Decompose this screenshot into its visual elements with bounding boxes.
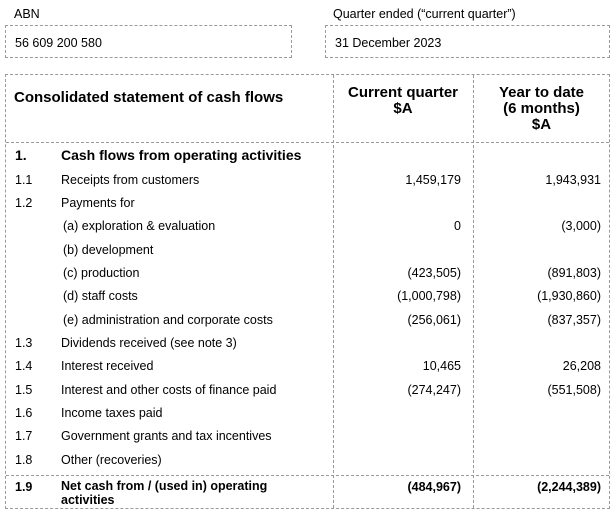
current-quarter-value: (256,061) xyxy=(407,313,461,327)
table-row: (d) staff costs (1,000,798) (1,930,860) xyxy=(6,286,609,306)
table-row: (b) development xyxy=(6,240,609,260)
row-label: (e) administration and corporate costs xyxy=(63,313,273,327)
column-divider xyxy=(473,75,474,508)
table-row: 1.1 Receipts from customers 1,459,179 1,… xyxy=(6,170,609,190)
quarter-label: Quarter ended (“current quarter”) xyxy=(333,7,516,21)
total-label-line2: activities xyxy=(61,493,115,507)
table-row: 1.5 Interest and other costs of finance … xyxy=(6,380,609,400)
year-to-date-value: (551,508) xyxy=(547,383,601,397)
ytd-header-line2: (6 months) xyxy=(503,100,580,117)
row-label: (d) staff costs xyxy=(63,289,138,303)
total-row-label: Net cash from / (used in) operating acti… xyxy=(61,479,267,507)
current-quarter-value: (1,000,798) xyxy=(397,289,461,303)
section-heading-row: 1. Cash flows from operating activities xyxy=(6,146,609,166)
year-to-date-value: (837,357) xyxy=(547,313,601,327)
current-quarter-header-line1: Current quarter xyxy=(347,84,459,101)
abn-field: 56 609 200 580 xyxy=(5,25,292,58)
row-number: 1.1 xyxy=(15,173,33,187)
year-to-date-header: Year to date (6 months) $A xyxy=(473,85,610,133)
row-label: Receipts from customers xyxy=(61,173,200,187)
current-quarter-header: Current quarter $A xyxy=(333,85,473,117)
row-label: Interest received xyxy=(61,359,154,373)
total-label-line1: Net cash from / (used in) operating xyxy=(61,479,268,493)
table-row: 1.3 Dividends received (see note 3) xyxy=(6,333,609,353)
table-row: 1.7 Government grants and tax incentives xyxy=(6,426,609,446)
abn-value: 56 609 200 580 xyxy=(15,36,102,50)
column-divider xyxy=(333,75,334,508)
row-label: Income taxes paid xyxy=(61,406,163,420)
row-number: 1.3 xyxy=(15,336,33,350)
total-row: 1.9 Net cash from / (used in) operating … xyxy=(6,477,609,507)
section-number: 1. xyxy=(15,147,27,163)
table-row: (c) production (423,505) (891,803) xyxy=(6,263,609,283)
year-to-date-value: (1,930,860) xyxy=(537,289,601,303)
ytd-header-line3: $A xyxy=(531,116,552,133)
row-label: (c) production xyxy=(63,266,140,280)
cash-flow-table: Consolidated statement of cash flows Cur… xyxy=(5,74,610,509)
current-quarter-value: 0 xyxy=(454,219,461,233)
ytd-header-line1: Year to date xyxy=(498,84,585,101)
row-number: 1.5 xyxy=(15,383,33,397)
table-row: 1.2 Payments for xyxy=(6,193,609,213)
year-to-date-value: 1,943,931 xyxy=(545,173,601,187)
row-label: Other (recoveries) xyxy=(61,453,162,467)
current-quarter-value: (274,247) xyxy=(407,383,461,397)
row-label: Government grants and tax incentives xyxy=(61,429,272,443)
table-row: (a) exploration & evaluation 0 (3,000) xyxy=(6,216,609,236)
row-number: 1.6 xyxy=(15,406,33,420)
current-quarter-value: 10,465 xyxy=(422,359,461,373)
row-label: Interest and other costs of finance paid xyxy=(61,383,277,397)
table-row: 1.4 Interest received 10,465 26,208 xyxy=(6,356,609,376)
total-current-quarter-value: (484,967) xyxy=(407,480,461,494)
year-to-date-value: 26,208 xyxy=(562,359,601,373)
table-row: 1.8 Other (recoveries) xyxy=(6,450,609,470)
current-quarter-value: 1,459,179 xyxy=(405,173,461,187)
section-label: Cash flows from operating activities xyxy=(61,147,302,163)
total-row-number: 1.9 xyxy=(15,480,33,494)
table-title: Consolidated statement of cash flows xyxy=(14,89,284,106)
row-number: 1.8 xyxy=(15,453,33,467)
row-label: (b) development xyxy=(63,243,154,257)
table-row: 1.6 Income taxes paid xyxy=(6,403,609,423)
year-to-date-value: (891,803) xyxy=(547,266,601,280)
abn-label: ABN xyxy=(14,7,40,21)
row-number: 1.7 xyxy=(15,429,33,443)
row-label: Dividends received (see note 3) xyxy=(61,336,237,350)
table-row: (e) administration and corporate costs (… xyxy=(6,310,609,330)
row-label: Payments for xyxy=(61,196,135,210)
total-rule xyxy=(6,475,609,476)
row-number: 1.2 xyxy=(15,196,33,210)
total-year-to-date-value: (2,244,389) xyxy=(537,480,601,494)
year-to-date-value: (3,000) xyxy=(561,219,601,233)
row-label: (a) exploration & evaluation xyxy=(63,219,216,233)
current-quarter-value: (423,505) xyxy=(407,266,461,280)
current-quarter-header-line2: $A xyxy=(393,100,413,117)
quarter-field: 31 December 2023 xyxy=(325,25,610,58)
row-number: 1.4 xyxy=(15,359,33,373)
header-rule xyxy=(6,142,609,143)
quarter-value: 31 December 2023 xyxy=(335,36,442,50)
